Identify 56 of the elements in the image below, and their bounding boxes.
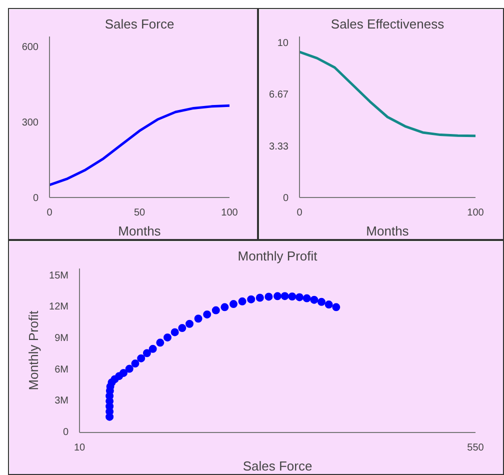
point bbox=[238, 297, 246, 306]
point bbox=[274, 292, 282, 300]
line-series bbox=[300, 50, 476, 138]
point bbox=[156, 338, 164, 347]
point bbox=[186, 320, 194, 328]
point bbox=[280, 292, 289, 300]
point bbox=[120, 368, 128, 377]
point bbox=[170, 328, 179, 336]
y-tick-label: 3.33 bbox=[269, 141, 289, 152]
point bbox=[264, 292, 273, 301]
y-tick-label: 15M bbox=[49, 270, 68, 282]
y-axis-title: Monthly Profit bbox=[26, 310, 42, 390]
chart-title: Sales Force bbox=[104, 16, 174, 32]
y-tick-label: 6.67 bbox=[269, 90, 289, 101]
point bbox=[302, 294, 311, 302]
y-tick-label: 0 bbox=[32, 193, 39, 204]
point bbox=[332, 303, 340, 312]
point bbox=[194, 314, 202, 323]
point bbox=[288, 292, 296, 300]
point bbox=[131, 360, 140, 368]
y-tick-label: 0 bbox=[62, 427, 69, 438]
y-tick-label: 6M bbox=[54, 364, 69, 376]
x-axis-title: Months bbox=[118, 224, 162, 238]
chart-title: Monthly Profit bbox=[238, 248, 318, 264]
y-tick-label: 3M bbox=[54, 396, 69, 407]
point bbox=[230, 300, 238, 308]
point bbox=[164, 333, 172, 342]
point bbox=[318, 298, 326, 306]
point bbox=[212, 306, 220, 314]
y-tick-label: 0 bbox=[282, 193, 289, 204]
point bbox=[247, 295, 256, 304]
line-series bbox=[50, 104, 230, 186]
point bbox=[203, 310, 212, 318]
y-tick-label: 12M bbox=[49, 302, 68, 313]
point bbox=[296, 293, 304, 302]
x-tick-label: 0 bbox=[296, 208, 303, 218]
chart-title: Sales Effectiveness bbox=[330, 16, 445, 32]
point bbox=[256, 294, 264, 302]
x-tick-label: 50 bbox=[134, 208, 146, 218]
point bbox=[220, 303, 229, 312]
x-axis-title: Sales Force bbox=[242, 458, 312, 474]
x-axis-title: Months bbox=[366, 224, 410, 238]
y-tick-label: 300 bbox=[22, 118, 39, 129]
point bbox=[137, 354, 146, 362]
point bbox=[125, 364, 134, 373]
point bbox=[148, 344, 157, 353]
x-tick-label: 550 bbox=[467, 442, 484, 454]
y-tick-label: 9M bbox=[54, 332, 69, 344]
x-tick-label: 100 bbox=[221, 208, 238, 218]
x-tick-label: 100 bbox=[467, 208, 484, 218]
point bbox=[324, 300, 333, 309]
y-tick-label: 10 bbox=[277, 38, 289, 50]
y-tick-label: 600 bbox=[22, 42, 39, 54]
point bbox=[178, 324, 186, 332]
point bbox=[142, 349, 151, 358]
point bbox=[310, 296, 318, 304]
